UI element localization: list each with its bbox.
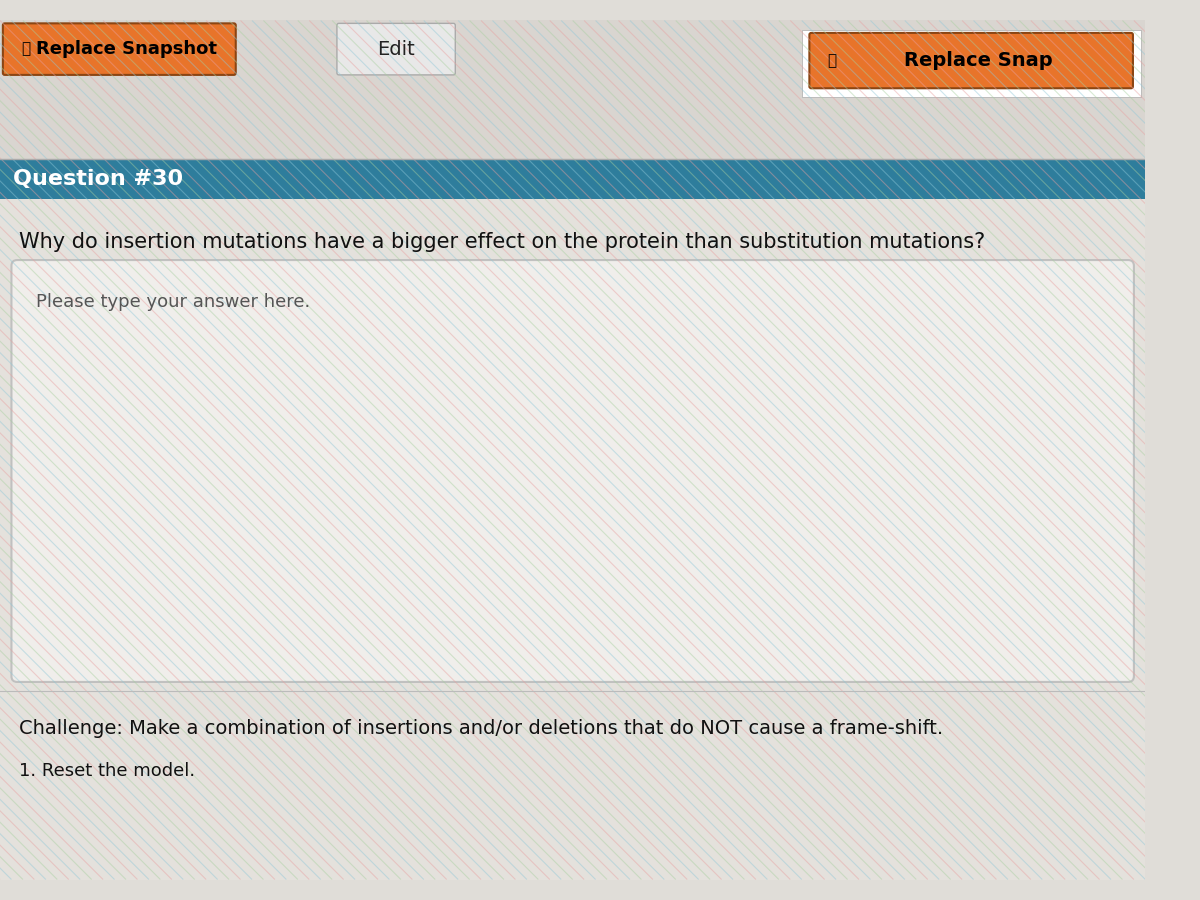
Text: 📷: 📷 [828,53,836,68]
FancyBboxPatch shape [809,33,1133,88]
FancyBboxPatch shape [337,23,455,75]
Text: 📷: 📷 [22,41,30,57]
Text: Why do insertion mutations have a bigger effect on the protein than substitution: Why do insertion mutations have a bigger… [19,232,985,252]
Text: Replace Snap: Replace Snap [905,51,1054,70]
Text: 1. Reset the model.: 1. Reset the model. [19,762,196,780]
Text: Please type your answer here.: Please type your answer here. [36,292,311,310]
Bar [0,21,1145,159]
Text: Challenge: Make a combination of insertions and/or deletions that do NOT cause a: Challenge: Make a combination of inserti… [19,719,943,738]
Text: Edit: Edit [377,40,415,58]
Bar [802,30,1140,97]
FancyBboxPatch shape [2,23,235,75]
Text: Replace Snapshot: Replace Snapshot [36,40,217,58]
FancyBboxPatch shape [12,260,1134,682]
Bar [0,159,1145,199]
Bar [0,199,1145,879]
Text: Question #30: Question #30 [13,169,184,189]
